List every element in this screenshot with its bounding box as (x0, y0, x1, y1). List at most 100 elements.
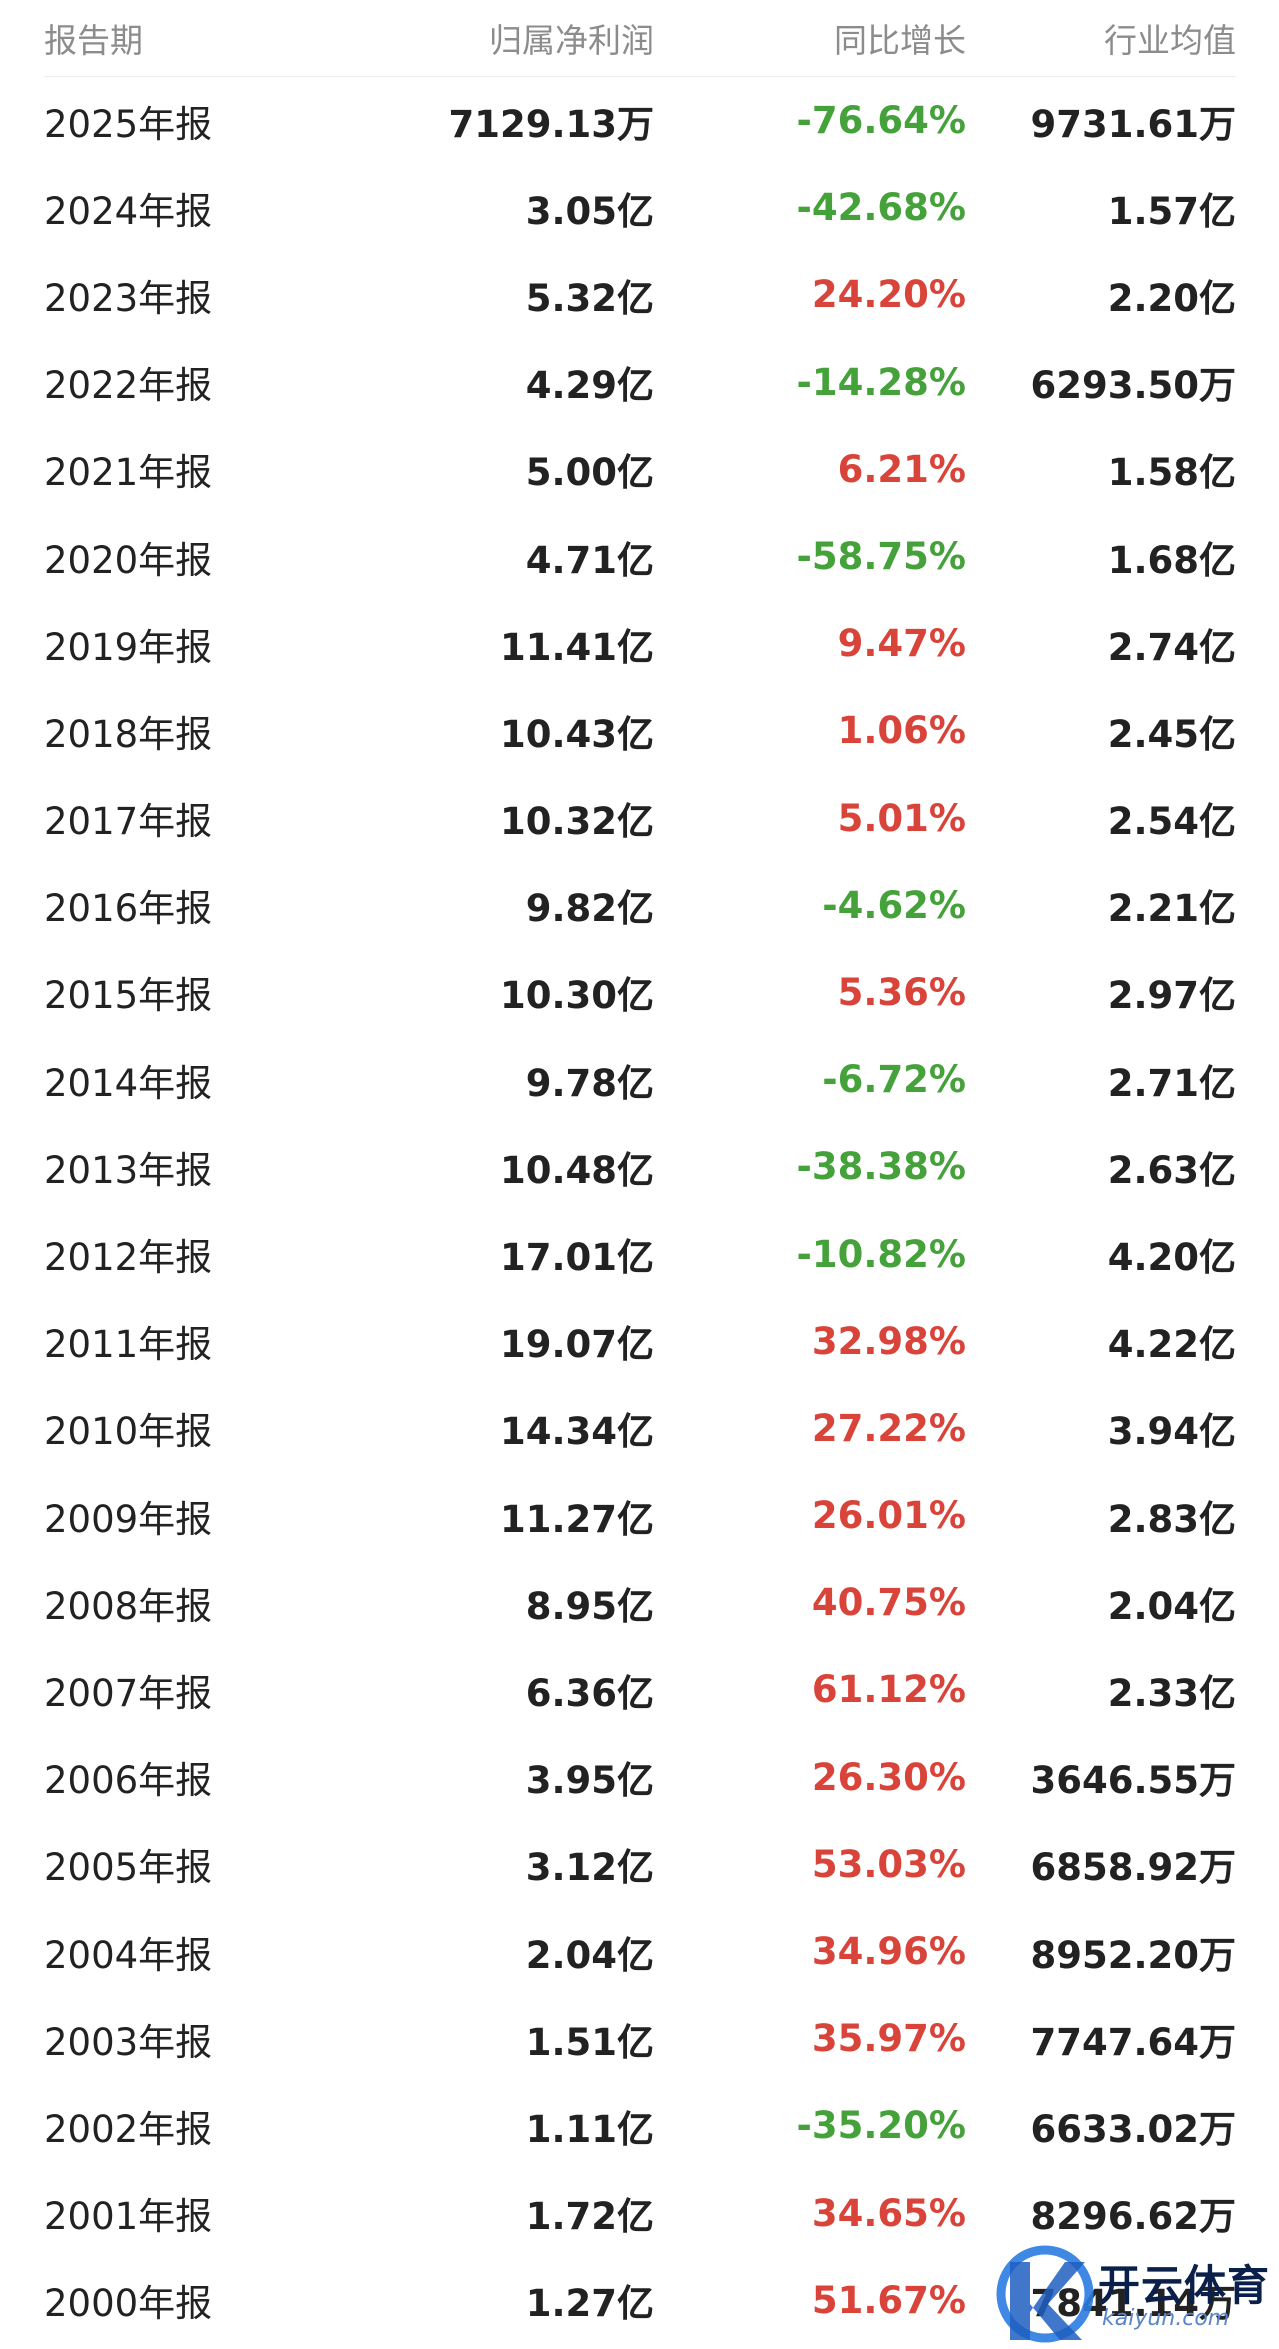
net-profit-cell: 7129.13万 (448, 102, 654, 146)
header-yoy: 同比增长 (834, 21, 966, 60)
industry-avg-cell: 6858.92万 (1030, 1846, 1236, 1890)
industry-avg-cell: 2.97亿 (1107, 974, 1236, 1018)
table-row: 2012年报 17.01亿 -10.82% 4.20亿 (44, 1210, 1236, 1297)
yoy-cell: 9.47% (837, 622, 966, 666)
period-cell: 2013年报 (44, 1148, 213, 1192)
industry-avg-cell: 1.58亿 (1107, 451, 1236, 495)
yoy-cell: -35.20% (796, 2104, 966, 2148)
industry-avg-cell: 9731.61万 (1030, 102, 1236, 146)
period-cell: 2020年报 (44, 538, 213, 582)
period-cell: 2019年报 (44, 625, 213, 669)
industry-avg-cell: 7747.64万 (1030, 2020, 1236, 2064)
yoy-cell: 27.22% (811, 1406, 966, 1450)
table-row: 2022年报 4.29亿 -14.28% 6293.50万 (44, 339, 1236, 426)
industry-avg-cell: 2.33亿 (1107, 1671, 1236, 1715)
net-profit-cell: 8.95亿 (525, 1584, 654, 1628)
yoy-cell: 1.06% (837, 709, 966, 753)
industry-avg-cell: 6293.50万 (1030, 364, 1236, 408)
net-profit-cell: 11.27亿 (499, 1497, 654, 1541)
yoy-cell: 61.12% (811, 1668, 966, 1712)
table-row: 2007年报 6.36亿 61.12% 2.33亿 (44, 1646, 1236, 1733)
yoy-cell: 24.20% (811, 273, 966, 317)
industry-avg-cell: 3.94亿 (1107, 1410, 1236, 1454)
period-cell: 2009年报 (44, 1497, 213, 1541)
table-row: 2020年报 4.71亿 -58.75% 1.68亿 (44, 513, 1236, 600)
industry-avg-cell: 2.04亿 (1107, 1584, 1236, 1628)
table-row: 2015年报 10.30亿 5.36% 2.97亿 (44, 949, 1236, 1036)
table-row: 2000年报 1.27亿 51.67% 7841.14万 (44, 2257, 1236, 2344)
industry-avg-cell: 2.20亿 (1107, 276, 1236, 320)
net-profit-cell: 10.30亿 (499, 974, 654, 1018)
table-row: 2019年报 11.41亿 9.47% 2.74亿 (44, 600, 1236, 687)
industry-avg-cell: 2.45亿 (1107, 712, 1236, 756)
yoy-cell: -42.68% (796, 186, 966, 230)
net-profit-cell: 4.71亿 (525, 538, 654, 582)
header-net-profit: 归属净利润 (489, 21, 654, 60)
net-profit-cell: 9.82亿 (525, 887, 654, 931)
industry-avg-cell: 2.63亿 (1107, 1148, 1236, 1192)
net-profit-cell: 5.32亿 (525, 276, 654, 320)
period-cell: 2018年报 (44, 712, 213, 756)
net-profit-cell: 1.11亿 (525, 2107, 654, 2151)
net-profit-cell: 9.78亿 (525, 1061, 654, 1105)
yoy-cell: 35.97% (811, 2017, 966, 2061)
table-row: 2021年报 5.00亿 6.21% 1.58亿 (44, 426, 1236, 513)
net-profit-cell: 3.12亿 (525, 1846, 654, 1890)
industry-avg-cell: 2.54亿 (1107, 800, 1236, 844)
net-profit-cell: 2.04亿 (525, 1933, 654, 1977)
table-row: 2001年报 1.72亿 34.65% 8296.62万 (44, 2170, 1236, 2257)
period-cell: 2025年报 (44, 102, 213, 146)
yoy-cell: 53.03% (811, 1842, 966, 1886)
net-profit-cell: 10.48亿 (499, 1148, 654, 1192)
period-cell: 2000年报 (44, 2282, 213, 2326)
yoy-cell: 26.30% (811, 1755, 966, 1799)
industry-avg-cell: 3646.55万 (1030, 1759, 1236, 1803)
net-profit-cell: 3.95亿 (525, 1759, 654, 1803)
period-cell: 2001年报 (44, 2195, 213, 2239)
table-row: 2025年报 7129.13万 -76.64% 9731.61万 (44, 77, 1236, 164)
period-cell: 2008年报 (44, 1584, 213, 1628)
industry-avg-cell: 7841.14万 (1030, 2282, 1236, 2326)
net-profit-cell: 19.07亿 (499, 1323, 654, 1367)
industry-avg-cell: 6633.02万 (1030, 2107, 1236, 2151)
table-row: 2023年报 5.32亿 24.20% 2.20亿 (44, 251, 1236, 338)
yoy-cell: 51.67% (811, 2278, 966, 2322)
period-cell: 2010年报 (44, 1410, 213, 1454)
yoy-cell: -4.62% (822, 883, 966, 927)
period-cell: 2003年报 (44, 2020, 213, 2064)
net-profit-cell: 17.01亿 (499, 1236, 654, 1280)
period-cell: 2012年报 (44, 1236, 213, 1280)
table-row: 2016年报 9.82亿 -4.62% 2.21亿 (44, 862, 1236, 949)
industry-avg-cell: 4.22亿 (1107, 1323, 1236, 1367)
period-cell: 2024年报 (44, 189, 213, 233)
period-cell: 2005年报 (44, 1846, 213, 1890)
kaiyun-logo-icon (996, 2245, 1094, 2343)
table-row: 2010年报 14.34亿 27.22% 3.94亿 (44, 1385, 1236, 1472)
period-cell: 2022年报 (44, 364, 213, 408)
watermark-text: 开云体育 (1098, 2261, 1271, 2310)
yoy-cell: 40.75% (811, 1581, 966, 1625)
table-row: 2008年报 8.95亿 40.75% 2.04亿 (44, 1559, 1236, 1646)
table-row: 2006年报 3.95亿 26.30% 3646.55万 (44, 1734, 1236, 1821)
net-profit-table: 报告期 归属净利润 同比增长 行业均值 2025年报 7129.13万 -76.64… (44, 0, 1236, 2344)
net-profit-cell: 1.27亿 (525, 2282, 654, 2326)
net-profit-cell: 10.32亿 (499, 800, 654, 844)
industry-avg-cell: 2.74亿 (1107, 625, 1236, 669)
period-cell: 2011年报 (44, 1323, 213, 1367)
yoy-cell: 32.98% (811, 1319, 966, 1363)
industry-avg-cell: 1.57亿 (1107, 189, 1236, 233)
yoy-cell: 6.21% (837, 447, 966, 491)
table-row: 2003年报 1.51亿 35.97% 7747.64万 (44, 1995, 1236, 2082)
period-cell: 2017年报 (44, 800, 213, 844)
table-body: 2025年报 7129.13万 -76.64% 9731.61万 2024年报 3.05亿… (44, 77, 1236, 2344)
table-row: 2011年报 19.07亿 32.98% 4.22亿 (44, 1298, 1236, 1385)
watermark-sub: kaiyun.com (1102, 2306, 1230, 2331)
table-row: 2014年报 9.78亿 -6.72% 2.71亿 (44, 1036, 1236, 1123)
net-profit-cell: 3.05亿 (525, 189, 654, 233)
table-row: 2024年报 3.05亿 -42.68% 1.57亿 (44, 164, 1236, 251)
net-profit-cell: 10.43亿 (499, 712, 654, 756)
period-cell: 2016年报 (44, 887, 213, 931)
net-profit-cell: 1.51亿 (525, 2020, 654, 2064)
period-cell: 2002年报 (44, 2107, 213, 2151)
net-profit-cell: 4.29亿 (525, 364, 654, 408)
